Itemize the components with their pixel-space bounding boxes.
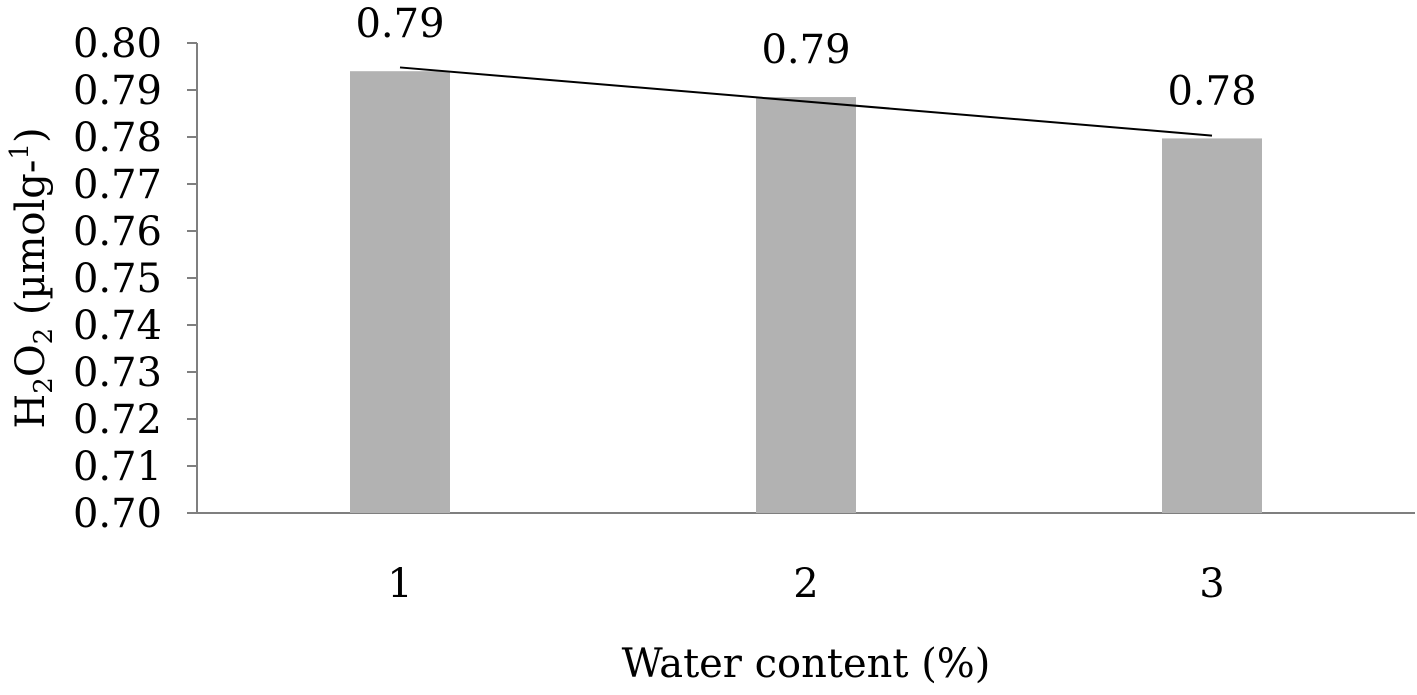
y-tick-label: 0.75 (73, 256, 162, 302)
y-tick-label: 0.77 (73, 162, 162, 208)
y-title-sub1: 2 (29, 377, 59, 394)
y-title-sup: 1 (5, 143, 35, 160)
y-tick-label: 0.76 (73, 209, 162, 255)
y-tick-label: 0.80 (73, 21, 162, 67)
tick-labels: 0.700.710.720.730.740.750.760.770.780.79… (73, 21, 1225, 607)
data-labels: 0.79 0.79 0.78 (355, 1, 1256, 114)
y-axis-title: H2O2 (µmolg-1) (5, 127, 59, 428)
x-tick-label: 1 (387, 561, 412, 607)
data-label: 0.79 (761, 27, 850, 73)
y-title-rest: (µmolg- (8, 160, 54, 328)
x-tick-label: 2 (793, 561, 818, 607)
y-tick-label: 0.72 (73, 397, 162, 443)
bar (1162, 138, 1262, 513)
y-tick-label: 0.74 (73, 303, 162, 349)
x-axis-title: Water content (%) (622, 641, 991, 687)
bar (350, 71, 450, 513)
y-tick-label: 0.71 (73, 444, 162, 490)
data-label: 0.79 (355, 1, 444, 47)
y-title-end: ) (8, 127, 54, 143)
x-tick-label: 3 (1199, 561, 1224, 607)
bar (756, 97, 856, 514)
y-tick-label: 0.79 (73, 68, 162, 114)
y-tick-label: 0.73 (73, 350, 162, 396)
y-tick-label: 0.78 (73, 115, 162, 161)
y-title-sub2: 2 (29, 328, 59, 345)
y-title-base: H (8, 394, 54, 429)
y-title-mid: O (8, 344, 54, 377)
y-tick-label: 0.70 (73, 491, 162, 537)
trendline-group (399, 66, 1213, 137)
data-label: 0.78 (1167, 68, 1256, 114)
bars (350, 71, 1262, 514)
trendline (399, 66, 1213, 137)
